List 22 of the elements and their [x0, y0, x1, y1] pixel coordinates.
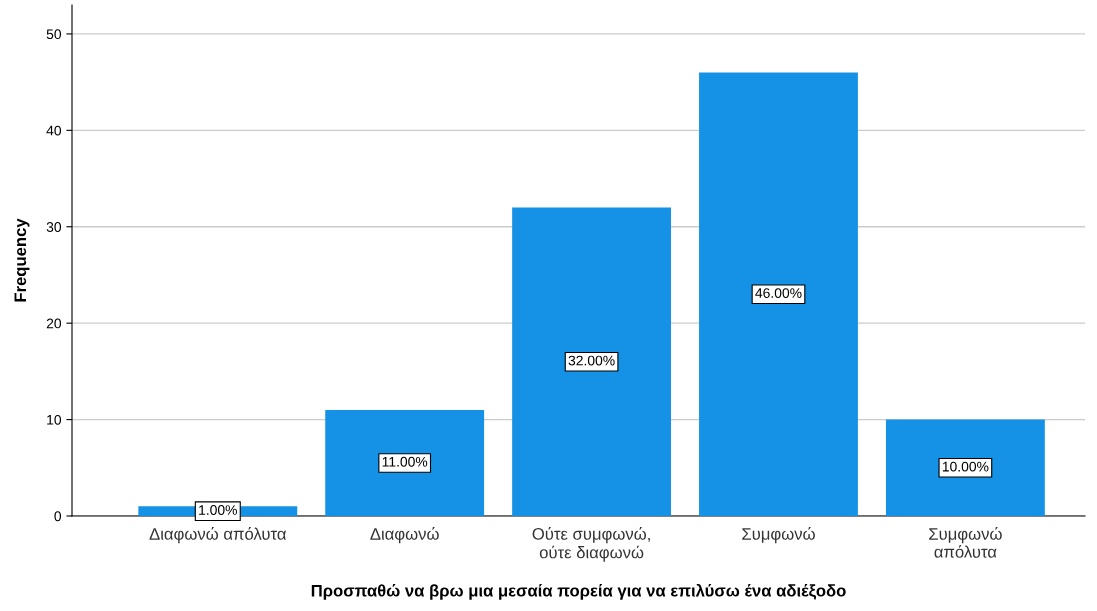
data-label: 46.00%: [755, 288, 802, 298]
x-tick-label: Διαφωνώ απόλυτα: [149, 527, 286, 544]
bar: [512, 207, 672, 516]
y-tick-label: 0: [54, 511, 62, 522]
x-tick-label: Διαφωνώ: [370, 527, 439, 544]
y-tick-label: 50: [46, 29, 62, 40]
bar: [325, 409, 485, 516]
x-tick-label: Συμφωνώ: [742, 527, 815, 544]
y-tick-label: 30: [46, 222, 62, 232]
data-label: 10.00%: [942, 461, 989, 472]
y-axis-title: Frequency: [14, 218, 30, 302]
y-tick-label: 10: [47, 414, 62, 425]
x-axis-title: Προσπαθώ να βρω μια μεσαία πορεία για να επιλύσω ένα αδιέξοδο: [311, 583, 846, 600]
data-label: 1.00%: [199, 505, 237, 515]
data-label: 11.00%: [382, 456, 428, 467]
bar: [699, 72, 858, 516]
y-tick-label: 40: [46, 125, 62, 136]
y-tick-label: 20: [46, 318, 62, 329]
x-tick-label: Ούτε συμφωνώ, ούτε διαφωνώ: [532, 527, 650, 562]
bar: [885, 419, 1045, 516]
x-tick-label: Συμφωνώ απόλυτα: [929, 527, 1002, 558]
data-label: 32.00%: [568, 355, 615, 366]
